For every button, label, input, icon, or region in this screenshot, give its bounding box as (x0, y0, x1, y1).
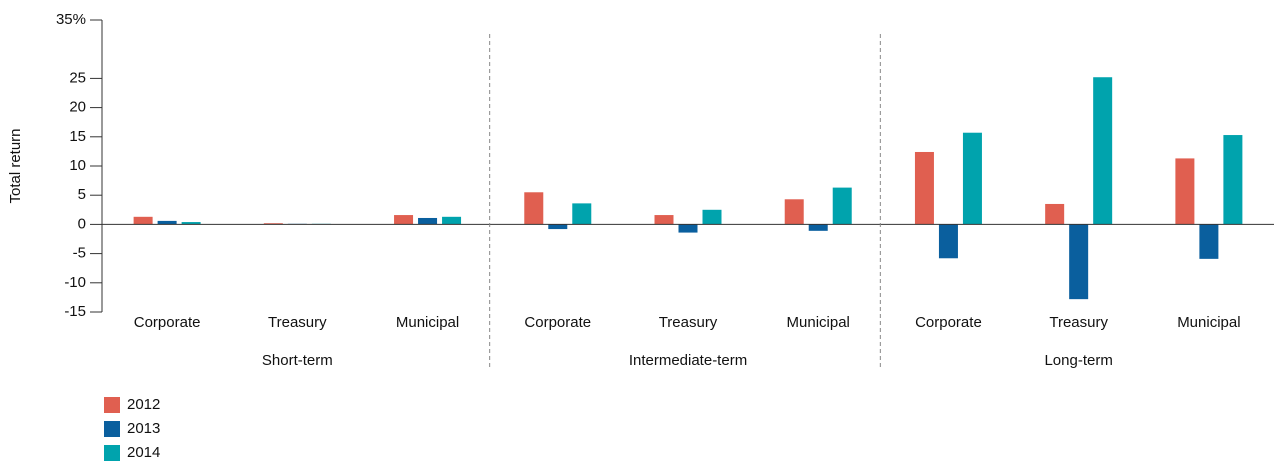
bar (1199, 224, 1219, 259)
x-tick-label: Corporate (134, 314, 201, 331)
bar (181, 222, 201, 225)
bar (133, 216, 153, 225)
bar (1223, 135, 1243, 225)
bar (572, 203, 592, 225)
y-tick-label: 15 (69, 128, 86, 145)
y-tick-label: -15 (64, 303, 86, 320)
legend-swatch (104, 397, 120, 413)
x-tick-label: Corporate (524, 314, 591, 331)
bar (962, 132, 982, 225)
y-tick-label: 5 (78, 186, 86, 203)
bar (938, 224, 958, 259)
bar (808, 224, 828, 231)
y-tick-label: -10 (64, 274, 86, 291)
x-tick-label: Corporate (915, 314, 982, 331)
bar (832, 187, 852, 225)
bar (1093, 77, 1113, 225)
y-tick-label: 0 (78, 215, 86, 232)
x-tick-label: Treasury (1049, 314, 1108, 331)
bar (914, 151, 934, 225)
y-tick-label: -5 (73, 245, 86, 262)
bar (418, 217, 438, 225)
y-tick-label: 35% (56, 11, 86, 28)
bar (654, 215, 674, 225)
legend-label: 2014 (127, 444, 160, 461)
legend-label: 2012 (127, 396, 160, 413)
legend-swatch (104, 445, 120, 461)
y-tick-label: 10 (69, 157, 86, 174)
legend-label: 2013 (127, 420, 160, 437)
x-tick-label: Municipal (396, 314, 459, 331)
x-tick-label: Treasury (659, 314, 718, 331)
bar (263, 223, 283, 225)
bar (1175, 158, 1195, 225)
x-tick-label: Municipal (1177, 314, 1240, 331)
bar (784, 199, 804, 225)
bar (442, 216, 462, 225)
x-tick-label: Treasury (268, 314, 327, 331)
y-tick-label: 20 (69, 99, 86, 116)
y-tick-label: 25 (69, 69, 86, 86)
group-label: Intermediate-term (629, 352, 747, 369)
bar (702, 209, 722, 225)
bar (1069, 224, 1089, 300)
x-tick-label: Municipal (787, 314, 850, 331)
legend-swatch (104, 421, 120, 437)
bar (1045, 203, 1065, 225)
bar (548, 224, 568, 230)
y-axis-label: Total return (7, 128, 24, 203)
group-label: Short-term (262, 352, 333, 369)
bar (524, 192, 544, 225)
bar (394, 215, 414, 225)
bar (678, 224, 698, 233)
group-label: Long-term (1044, 352, 1112, 369)
bar (157, 220, 177, 225)
